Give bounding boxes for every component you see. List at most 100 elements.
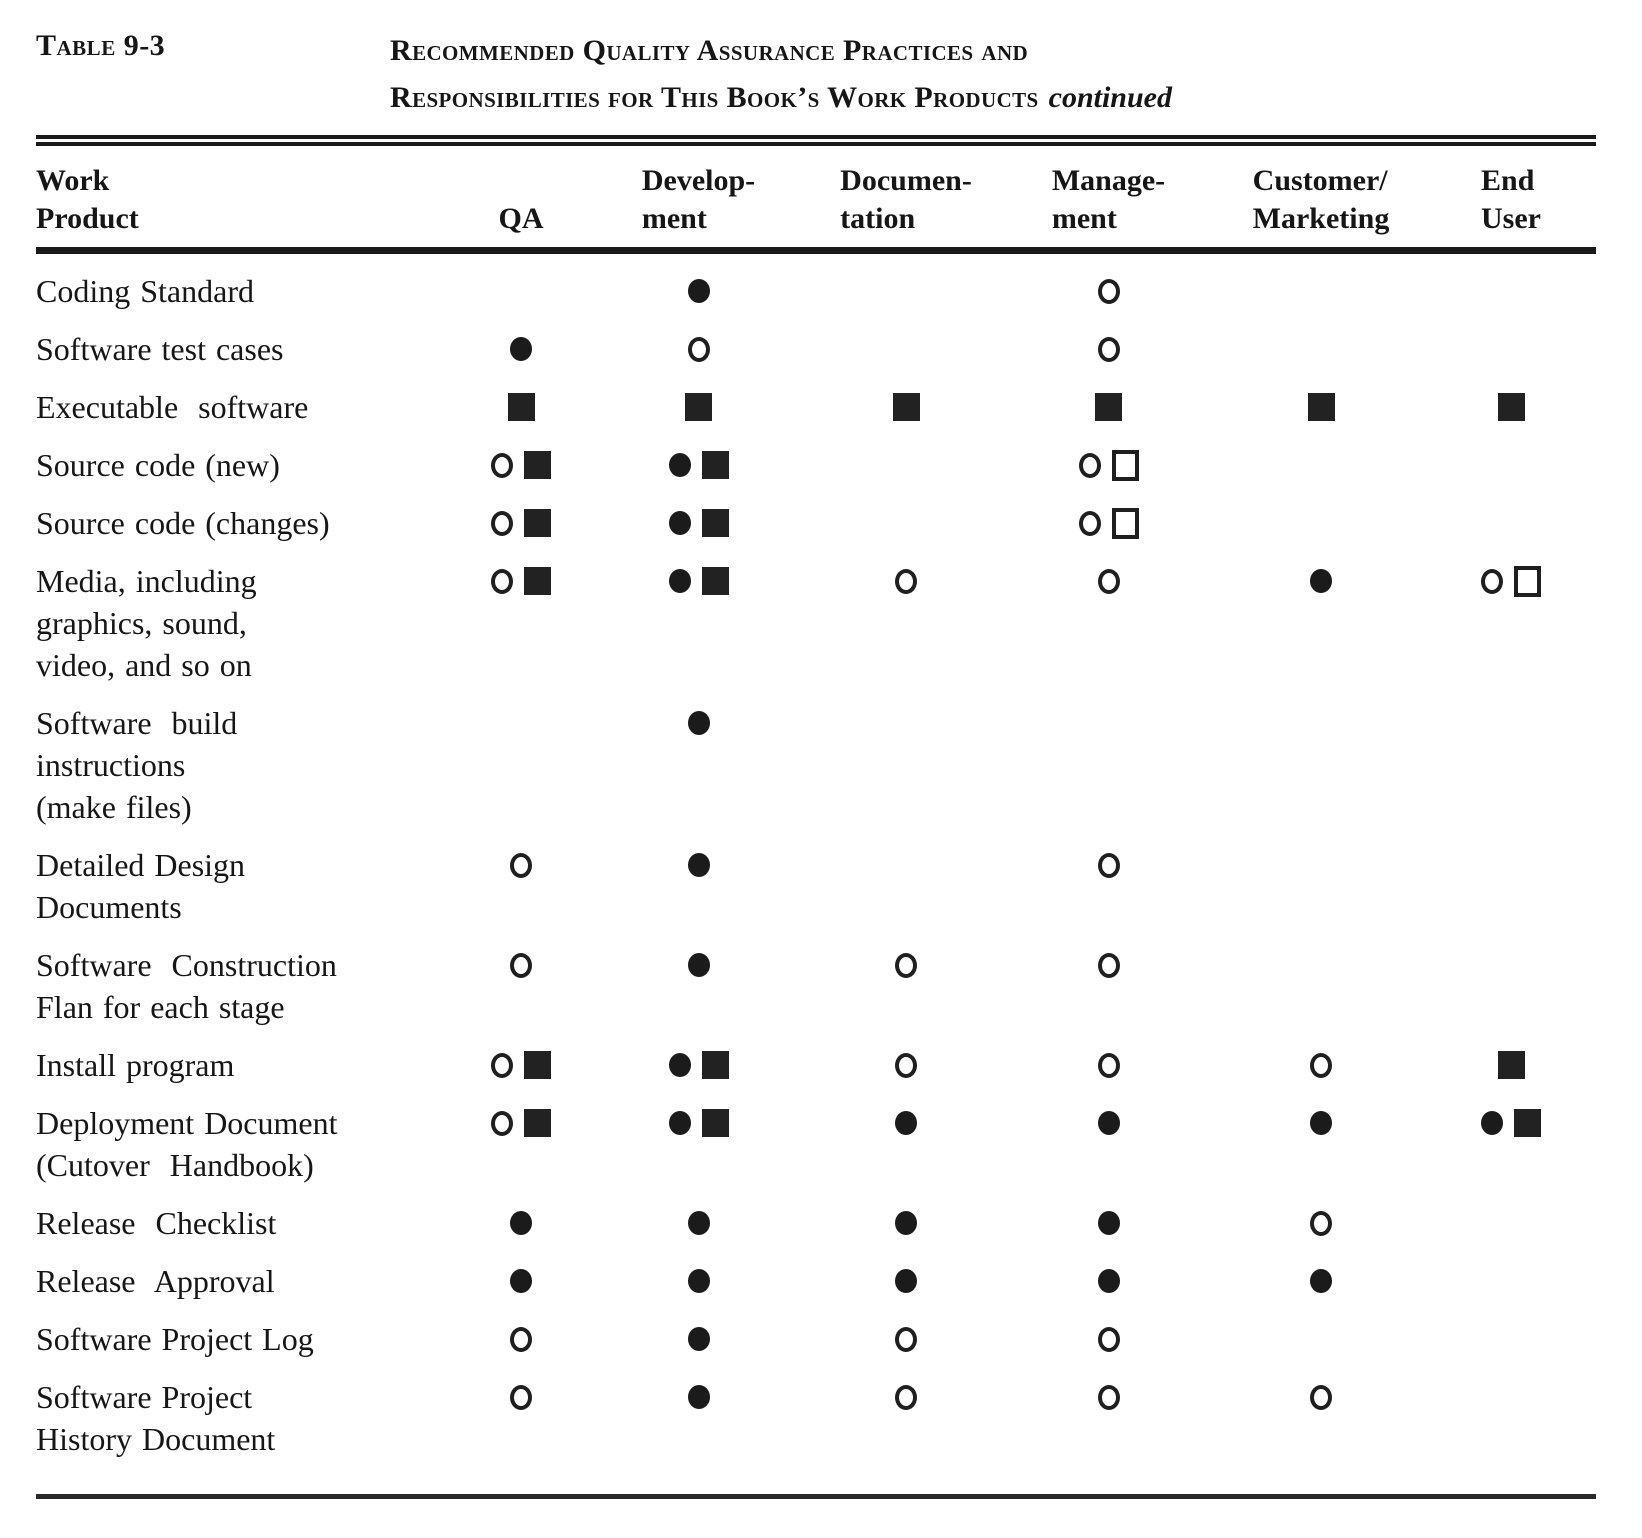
marker-cell-end-user — [1426, 251, 1596, 321]
table-row: Detailed Design Documents — [36, 836, 1596, 936]
open-circle-icon — [1078, 510, 1101, 536]
marker-cell-end-user — [1426, 1094, 1596, 1194]
marker-cell-documentation — [811, 552, 1001, 694]
marker-cell-development — [586, 436, 811, 494]
marker-cell-development — [586, 1252, 811, 1310]
filled-square-icon — [1095, 393, 1122, 421]
filled-circle-icon — [1097, 1211, 1120, 1235]
filled-circle-icon — [668, 1053, 691, 1077]
marker-group — [811, 560, 1001, 602]
table-row: Executable software — [36, 378, 1596, 436]
open-circle-icon — [1097, 1326, 1120, 1352]
title-line1: Recommended Quality Assurance Practices … — [390, 34, 1029, 67]
table-row: Deployment Document (Cutover Handbook) — [36, 1094, 1596, 1194]
open-circle-icon — [1097, 852, 1120, 878]
marker-cell-end-user — [1426, 1368, 1596, 1497]
marker-cell-management — [1001, 1094, 1216, 1194]
marker-cell-management — [1001, 378, 1216, 436]
marker-group — [456, 702, 586, 744]
table-row: Software Project Log — [36, 1310, 1596, 1368]
filled-square-icon — [1497, 1051, 1525, 1079]
marker-group — [811, 1202, 1001, 1244]
marker-group — [1426, 1318, 1596, 1360]
column-header-end-user: End User — [1426, 140, 1596, 254]
open-circle-icon — [895, 952, 917, 978]
work-product-label: Release Checklist — [36, 1205, 277, 1241]
marker-cell-customer-marketing — [1216, 836, 1426, 936]
marker-group — [456, 1376, 586, 1418]
filled-circle-icon — [687, 711, 710, 735]
work-product-label: Detailed Design Documents — [36, 847, 246, 925]
marker-cell-qa — [456, 436, 586, 494]
marker-cell-documentation — [811, 1252, 1001, 1310]
scanned-book-page: Table 9-3 Recommended Quality Assurance … — [36, 29, 1596, 1499]
marker-group — [811, 270, 1001, 312]
marker-group — [1426, 1260, 1596, 1302]
marker-cell-documentation — [811, 494, 1001, 552]
open-circle-icon — [491, 568, 513, 594]
work-product-label: Install program — [36, 1047, 235, 1083]
open-circle-icon — [1097, 278, 1120, 304]
marker-group — [811, 444, 1001, 486]
qa-practices-table: Work Product QA Develop- ment Documen- tati… — [36, 135, 1596, 1499]
marker-group — [1001, 1318, 1216, 1360]
marker-cell-customer-marketing — [1216, 936, 1426, 1036]
table-row: Source code (new) — [36, 436, 1596, 494]
filled-square-icon — [524, 1109, 551, 1137]
marker-cell-documentation — [811, 378, 1001, 436]
marker-cell-management — [1001, 251, 1216, 321]
marker-group — [1001, 444, 1216, 486]
marker-group — [1216, 944, 1426, 986]
filled-circle-icon — [1310, 569, 1332, 593]
filled-square-icon — [1497, 393, 1525, 421]
marker-cell-end-user — [1426, 494, 1596, 552]
marker-cell-development — [586, 1310, 811, 1368]
marker-cell-end-user — [1426, 836, 1596, 936]
marker-cell-development — [586, 936, 811, 1036]
open-circle-icon — [1310, 1384, 1332, 1410]
marker-group — [1216, 560, 1426, 602]
marker-group — [456, 1202, 586, 1244]
marker-group — [1426, 444, 1596, 486]
work-product-label: Release Approval — [36, 1263, 275, 1299]
marker-cell-management — [1001, 494, 1216, 552]
marker-cell-customer-marketing — [1216, 436, 1426, 494]
marker-cell-customer-marketing — [1216, 1252, 1426, 1310]
marker-group — [811, 1260, 1001, 1302]
marker-cell-development — [586, 1368, 811, 1497]
filled-circle-icon — [687, 853, 710, 877]
table-row: Source code (changes) — [36, 494, 1596, 552]
open-circle-icon — [1097, 336, 1120, 362]
marker-cell-documentation — [811, 320, 1001, 378]
marker-cell-customer-marketing — [1216, 1368, 1426, 1497]
marker-cell-management — [1001, 1252, 1216, 1310]
table-row: Release Approval — [36, 1252, 1596, 1310]
marker-group — [811, 1102, 1001, 1144]
marker-group — [1216, 386, 1426, 428]
marker-cell-qa — [456, 1368, 586, 1497]
filled-circle-icon — [687, 953, 710, 977]
open-circle-icon — [510, 852, 532, 878]
filled-circle-icon — [1481, 1111, 1503, 1135]
open-square-icon — [1514, 565, 1541, 597]
filled-square-icon — [701, 567, 729, 595]
open-circle-icon — [491, 510, 513, 536]
marker-cell-customer-marketing — [1216, 694, 1426, 836]
marker-group — [456, 444, 586, 486]
marker-group — [586, 1202, 811, 1244]
marker-cell-qa — [456, 1310, 586, 1368]
marker-group — [586, 328, 811, 370]
filled-square-icon — [701, 1051, 729, 1079]
marker-cell-development — [586, 320, 811, 378]
marker-group — [1001, 944, 1216, 986]
column-header-label: Develop- ment — [641, 164, 756, 235]
column-header-label: Customer/ Marketing — [1252, 164, 1390, 235]
marker-cell-development — [586, 251, 811, 321]
marker-cell-qa — [456, 320, 586, 378]
marker-cell-development — [586, 494, 811, 552]
marker-cell-customer-marketing — [1216, 320, 1426, 378]
marker-group — [1426, 844, 1596, 886]
work-product-label: Coding Standard — [36, 273, 254, 309]
marker-group — [1426, 1376, 1596, 1418]
marker-group — [1216, 1318, 1426, 1360]
